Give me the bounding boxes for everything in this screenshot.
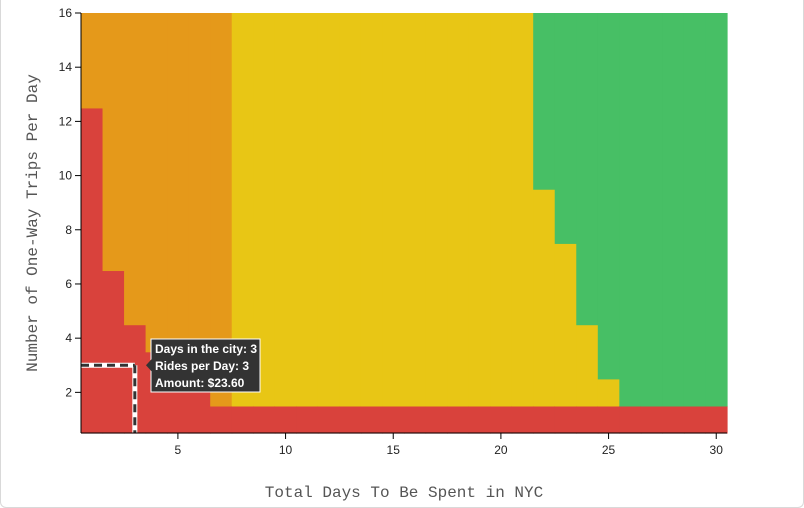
x-tick-label: 15 xyxy=(387,443,401,457)
heatmap-cells[interactable] xyxy=(81,13,728,434)
heatmap-cell-green[interactable] xyxy=(533,13,556,190)
heatmap-cell-yellow[interactable] xyxy=(490,13,513,407)
heatmap-cell-red[interactable] xyxy=(683,405,707,434)
y-tick-label: 16 xyxy=(59,6,73,20)
heatmap-cell-green[interactable] xyxy=(705,13,728,407)
heatmap-cell-green[interactable] xyxy=(640,13,663,407)
heatmap-cell-red[interactable] xyxy=(554,405,577,434)
heatmap-cell-yellow[interactable] xyxy=(404,13,427,407)
heatmap-cell-red[interactable] xyxy=(640,405,663,434)
heatmap-cell-orange[interactable] xyxy=(102,13,125,272)
y-tick-label: 2 xyxy=(65,385,72,399)
heatmap-cell-red[interactable] xyxy=(210,405,233,434)
heatmap-cell-yellow[interactable] xyxy=(468,13,491,407)
heatmap-cell-green[interactable] xyxy=(683,13,707,407)
heatmap-cell-yellow[interactable] xyxy=(317,13,340,407)
tooltip-line: Rides per Day: 3 xyxy=(155,359,249,373)
x-tick-label: 20 xyxy=(494,443,508,457)
y-tick-label: 6 xyxy=(65,277,72,291)
heatmap-cell-orange[interactable] xyxy=(210,13,233,407)
heatmap-cell-red[interactable] xyxy=(447,405,470,434)
x-tick-label: 10 xyxy=(279,443,293,457)
axes: 5 10 15 20 25 30 2 4 6 8 10 12 14 16 xyxy=(59,6,727,457)
x-tick-label: 5 xyxy=(175,443,182,457)
heatmap-cell-red[interactable] xyxy=(274,405,297,434)
y-axis-title: Number of One-Way Trips Per Day xyxy=(24,74,42,372)
heatmap-cell-red[interactable] xyxy=(576,405,599,434)
heatmap-cell-orange[interactable] xyxy=(167,13,190,380)
heatmap-cell-green[interactable] xyxy=(554,13,577,244)
heatmap-cell-red[interactable] xyxy=(167,378,190,434)
heatmap-cell-red[interactable] xyxy=(662,405,685,434)
heatmap-cell-yellow[interactable] xyxy=(447,13,470,407)
y-tick-label: 12 xyxy=(59,114,73,128)
heatmap-cell-yellow[interactable] xyxy=(576,324,599,407)
heatmap-cell-red[interactable] xyxy=(360,405,384,434)
heatmap-cell-red[interactable] xyxy=(619,405,642,434)
heatmap-cell-red[interactable] xyxy=(102,270,125,434)
heatmap-cell-green[interactable] xyxy=(576,13,599,326)
heatmap-cell-red[interactable] xyxy=(425,405,448,434)
heatmap-cell-yellow[interactable] xyxy=(597,378,620,407)
heatmap-cell-red[interactable] xyxy=(296,405,319,434)
y-tick-label: 4 xyxy=(65,331,72,345)
heatmap-cell-red[interactable] xyxy=(597,405,620,434)
heatmap-cell-red[interactable] xyxy=(253,405,276,434)
heatmap-cell-green[interactable] xyxy=(619,13,642,407)
heatmap-cell-yellow[interactable] xyxy=(360,13,384,407)
heatmap-cell-yellow[interactable] xyxy=(425,13,448,407)
heatmap-cell-yellow[interactable] xyxy=(382,13,405,407)
heatmap-cell-yellow[interactable] xyxy=(231,13,254,407)
heatmap-cell-yellow[interactable] xyxy=(296,13,319,407)
x-axis-title: Total Days To Be Spent in NYC xyxy=(265,484,543,502)
heatmap-cell-green[interactable] xyxy=(597,13,620,380)
y-tick-label: 10 xyxy=(59,169,73,183)
heatmap-cell-red[interactable] xyxy=(404,405,427,434)
heatmap-cell-orange[interactable] xyxy=(124,13,147,326)
tooltip-pointer xyxy=(146,359,152,372)
heatmap-cell-red[interactable] xyxy=(382,405,405,434)
heatmap-cell-yellow[interactable] xyxy=(253,13,276,407)
x-tick-label: 25 xyxy=(602,443,616,457)
tooltip-line: Amount: $23.60 xyxy=(155,376,245,390)
tooltip: Days in the city: 3 Rides per Day: 3 Amoun… xyxy=(146,338,261,393)
heatmap-cell-orange[interactable] xyxy=(188,13,211,380)
x-tick-label: 30 xyxy=(710,443,724,457)
heatmap-cell-yellow[interactable] xyxy=(511,13,534,407)
heatmap-cell-red[interactable] xyxy=(231,405,254,434)
y-tick-label: 14 xyxy=(59,60,73,74)
heatmap-cell-red[interactable] xyxy=(339,405,362,434)
tooltip-box xyxy=(150,338,261,393)
heatmap-cell-yellow[interactable] xyxy=(554,243,577,407)
y-tick-label: 8 xyxy=(65,223,72,237)
heatmap-cell-red[interactable] xyxy=(188,378,211,434)
heatmap-cell-yellow[interactable] xyxy=(533,189,556,407)
heatmap-cell-red[interactable] xyxy=(490,405,513,434)
heatmap-cell-yellow[interactable] xyxy=(274,13,297,407)
heatmap-cell-orange[interactable] xyxy=(145,13,168,353)
heatmap-cell-red[interactable] xyxy=(705,405,728,434)
heatmap-cell-orange[interactable] xyxy=(81,13,104,109)
heatmap-cell-red[interactable] xyxy=(533,405,556,434)
hover-guides xyxy=(81,362,138,433)
heatmap-cell-red[interactable] xyxy=(511,405,534,434)
heatmap-cell-red[interactable] xyxy=(317,405,340,434)
heatmap-cell-yellow[interactable] xyxy=(339,13,362,407)
heatmap-cell-red[interactable] xyxy=(81,107,104,434)
heatmap-cell-red[interactable] xyxy=(468,405,491,434)
tooltip-line: Days in the city: 3 xyxy=(155,342,257,356)
heatmap-cell-green[interactable] xyxy=(662,13,685,407)
